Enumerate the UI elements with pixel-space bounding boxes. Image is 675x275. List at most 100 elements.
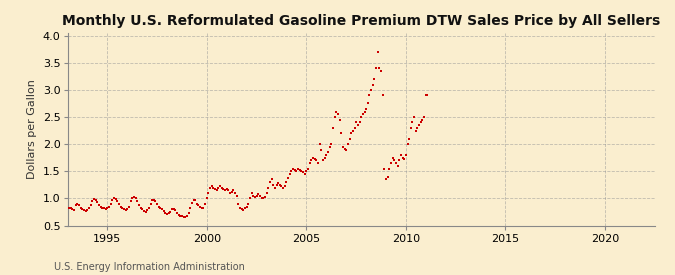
Point [101, 207, 111, 211]
Point [269, 185, 280, 190]
Point [341, 147, 352, 152]
Point [410, 128, 421, 133]
Point [117, 205, 128, 210]
Point [250, 195, 261, 199]
Point [84, 205, 95, 210]
Point [155, 206, 166, 210]
Point [193, 203, 204, 208]
Point [371, 66, 381, 70]
Point [311, 158, 322, 163]
Point [175, 214, 186, 218]
Point [110, 197, 121, 202]
Point [349, 126, 360, 130]
Point [326, 142, 337, 146]
Point [188, 198, 199, 202]
Point [190, 198, 200, 202]
Point [400, 153, 411, 157]
Point [225, 191, 236, 195]
Point [135, 205, 146, 210]
Point [296, 169, 307, 174]
Point [382, 175, 393, 179]
Point [142, 208, 153, 213]
Point [143, 206, 154, 210]
Point [248, 194, 259, 198]
Point [210, 186, 221, 191]
Point [236, 207, 247, 211]
Point [369, 77, 380, 81]
Point [308, 156, 319, 160]
Point [364, 93, 375, 98]
Point [379, 166, 390, 171]
Point [288, 166, 298, 171]
Point [205, 185, 215, 190]
Point [366, 88, 377, 92]
Point [99, 206, 109, 210]
Point [78, 208, 89, 213]
Text: U.S. Energy Information Administration: U.S. Energy Information Administration [54, 262, 245, 272]
Point [268, 183, 279, 187]
Point [132, 199, 142, 203]
Point [277, 185, 288, 190]
Point [87, 199, 98, 203]
Point [377, 93, 388, 98]
Point [82, 208, 92, 212]
Point [192, 202, 202, 206]
Point [354, 120, 365, 125]
Point [404, 137, 414, 141]
Point [158, 209, 169, 213]
Point [329, 115, 340, 119]
Point [409, 115, 420, 119]
Point [167, 207, 178, 211]
Point [201, 196, 212, 200]
Point [238, 208, 248, 213]
Point [63, 205, 74, 210]
Point [315, 142, 325, 146]
Point [397, 156, 408, 160]
Point [346, 131, 356, 136]
Point [163, 211, 174, 215]
Point [389, 158, 400, 163]
Point [112, 199, 123, 203]
Point [324, 145, 335, 149]
Point [417, 117, 428, 122]
Point [183, 211, 194, 215]
Point [232, 194, 242, 198]
Point [298, 170, 308, 175]
Point [241, 204, 252, 209]
Point [286, 169, 297, 174]
Point [228, 188, 239, 192]
Point [208, 185, 219, 190]
Y-axis label: Dollars per Gallon: Dollars per Gallon [27, 79, 37, 179]
Point [261, 191, 272, 195]
Point [407, 120, 418, 125]
Point [246, 191, 257, 195]
Point [301, 169, 312, 174]
Point [138, 209, 149, 213]
Point [336, 131, 347, 136]
Point [80, 209, 91, 213]
Point [266, 177, 277, 182]
Point [88, 197, 99, 202]
Point [185, 205, 196, 210]
Point [130, 196, 141, 200]
Point [338, 145, 348, 149]
Point [182, 214, 192, 218]
Point [294, 168, 305, 172]
Point [414, 123, 425, 127]
Point [122, 207, 132, 211]
Point [207, 184, 217, 189]
Point [170, 208, 181, 213]
Point [374, 66, 385, 70]
Point [321, 153, 331, 157]
Point [173, 213, 184, 217]
Point [394, 158, 405, 163]
Point [412, 126, 423, 130]
Point [213, 185, 224, 190]
Point [276, 184, 287, 189]
Point [284, 172, 295, 176]
Point [160, 211, 171, 215]
Point [124, 204, 134, 209]
Point [105, 202, 116, 206]
Point [90, 198, 101, 202]
Point [127, 196, 138, 200]
